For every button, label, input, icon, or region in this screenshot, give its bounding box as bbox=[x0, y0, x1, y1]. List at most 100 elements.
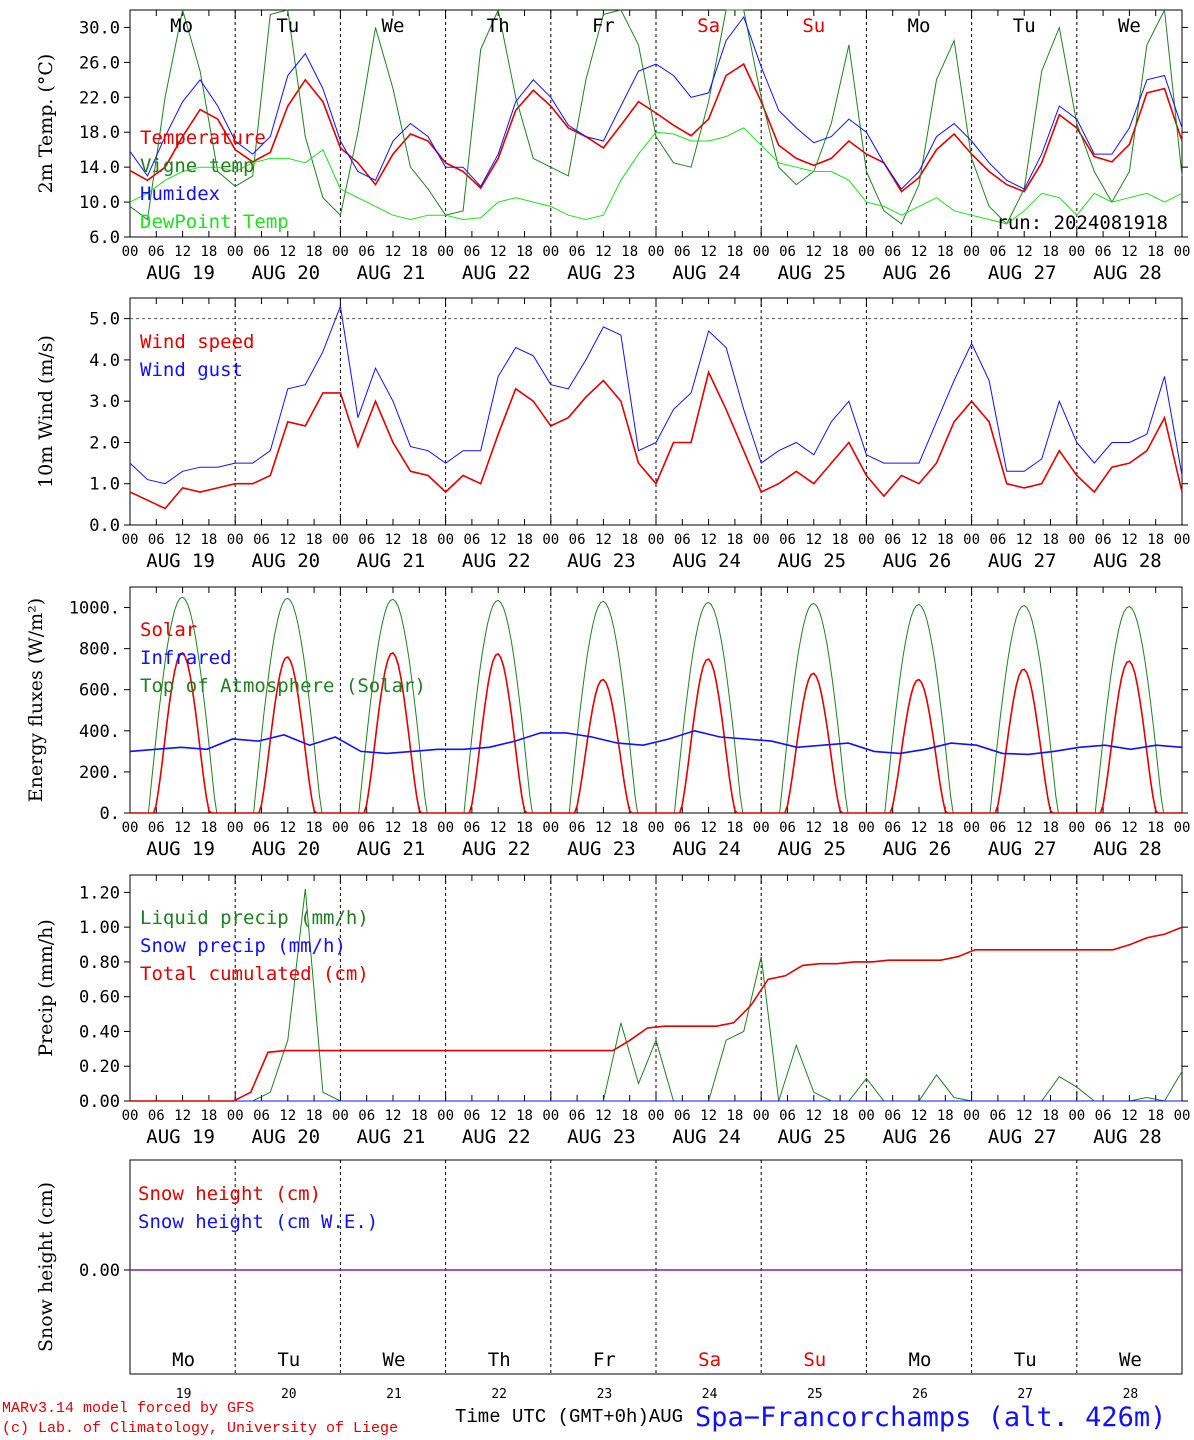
day-number-label: 21 bbox=[386, 1387, 402, 1402]
hour-tick-label: 06 bbox=[779, 532, 796, 548]
y-tick-label: 1.20 bbox=[79, 883, 120, 903]
weekday-label: We bbox=[1118, 15, 1141, 37]
hour-tick-label: 18 bbox=[1147, 244, 1164, 260]
hour-tick-label: 18 bbox=[516, 1108, 533, 1124]
y-tick-label: 0.20 bbox=[79, 1057, 120, 1077]
hour-tick-label: 12 bbox=[700, 1108, 717, 1124]
series-line-wind-speed bbox=[129, 369, 1183, 510]
hour-tick-label: 18 bbox=[1042, 1108, 1059, 1124]
date-label: AUG 19 bbox=[146, 838, 215, 860]
hour-tick-label: 18 bbox=[411, 532, 428, 548]
hour-tick-label: 12 bbox=[1016, 820, 1033, 836]
y-tick-label: 5.0 bbox=[89, 310, 120, 330]
hour-tick-label: 00 bbox=[753, 244, 770, 260]
hour-tick-label: 00 bbox=[332, 1108, 349, 1124]
hour-tick-label: 18 bbox=[411, 1108, 428, 1124]
hour-tick-label: 06 bbox=[569, 820, 586, 836]
hour-tick-label: 00 bbox=[437, 532, 454, 548]
hour-tick-label: 06 bbox=[674, 532, 691, 548]
hour-tick-label: 12 bbox=[385, 820, 402, 836]
hour-tick-label: 18 bbox=[726, 1108, 743, 1124]
weekday-label: Fr bbox=[593, 1349, 616, 1371]
hour-tick-label: 06 bbox=[674, 820, 691, 836]
day-number-label: 22 bbox=[491, 1387, 507, 1402]
hour-tick-label: 06 bbox=[674, 1108, 691, 1124]
legend-entry: Snow height (cm) bbox=[138, 1183, 321, 1205]
hour-tick-label: 00 bbox=[227, 244, 244, 260]
hour-tick-label: 06 bbox=[569, 532, 586, 548]
hour-tick-label: 06 bbox=[358, 820, 375, 836]
hour-tick-label: 18 bbox=[200, 820, 217, 836]
hour-tick-label: 00 bbox=[858, 1108, 875, 1124]
date-label: AUG 20 bbox=[251, 1126, 320, 1148]
y-tick-label: 1000. bbox=[69, 599, 120, 619]
date-label: AUG 25 bbox=[777, 262, 846, 284]
hour-tick-label: 00 bbox=[753, 820, 770, 836]
hour-tick-label: 18 bbox=[832, 820, 849, 836]
hour-tick-label: 18 bbox=[726, 244, 743, 260]
hour-tick-label: 06 bbox=[569, 1108, 586, 1124]
solar-curve bbox=[656, 658, 762, 814]
hour-tick-label: 00 bbox=[1174, 532, 1191, 548]
station-name: Spa−Francorchamps (alt. 426m) bbox=[695, 1402, 1167, 1433]
date-label: AUG 19 bbox=[146, 262, 215, 284]
y-tick-label: 1.00 bbox=[79, 918, 120, 938]
solar-curve bbox=[761, 672, 867, 814]
weekday-label: Mo bbox=[908, 15, 931, 37]
day-number-label: 26 bbox=[912, 1387, 928, 1402]
hour-tick-label: 18 bbox=[1147, 1108, 1164, 1124]
y-axis-title: 10m Wind (m/s) bbox=[35, 335, 57, 488]
y-tick-label: 800. bbox=[79, 640, 120, 660]
hour-tick-label: 06 bbox=[989, 820, 1006, 836]
hour-tick-label: 06 bbox=[463, 1108, 480, 1124]
date-label: AUG 23 bbox=[567, 262, 636, 284]
hour-tick-label: 06 bbox=[358, 532, 375, 548]
legend-entry: Infrared bbox=[140, 647, 232, 669]
hour-tick-label: 18 bbox=[516, 820, 533, 836]
day-number-label: 19 bbox=[176, 1387, 192, 1402]
date-label: AUG 27 bbox=[988, 838, 1057, 860]
date-label: AUG 27 bbox=[988, 1126, 1057, 1148]
weekday-label: We bbox=[1119, 1349, 1142, 1371]
series-line-temperature bbox=[129, 62, 1183, 193]
day-number-label: 23 bbox=[597, 1387, 613, 1402]
toa-solar-curve bbox=[340, 598, 446, 814]
solar-curve bbox=[340, 651, 446, 814]
hour-tick-label: 00 bbox=[648, 532, 665, 548]
hour-tick-label: 12 bbox=[700, 244, 717, 260]
y-tick-label: 2.0 bbox=[89, 433, 120, 453]
weekday-label: Mo bbox=[909, 1349, 932, 1371]
hour-tick-label: 00 bbox=[858, 532, 875, 548]
y-tick-label: 30.0 bbox=[79, 18, 120, 38]
y-tick-label: 600. bbox=[79, 681, 120, 701]
hour-tick-label: 12 bbox=[385, 532, 402, 548]
hour-tick-label: 06 bbox=[989, 532, 1006, 548]
hour-tick-label: 06 bbox=[1095, 1108, 1112, 1124]
toa-solar-curve bbox=[866, 603, 972, 814]
legend-entry: Wind gust bbox=[140, 359, 243, 381]
hour-tick-label: 06 bbox=[884, 1108, 901, 1124]
hour-tick-label: 12 bbox=[595, 532, 612, 548]
hour-tick-label: 12 bbox=[174, 820, 191, 836]
hour-tick-label: 18 bbox=[306, 244, 323, 260]
hour-tick-label: 00 bbox=[1068, 244, 1085, 260]
date-label: AUG 22 bbox=[462, 550, 531, 572]
hour-tick-label: 00 bbox=[542, 1108, 559, 1124]
hour-tick-label: 06 bbox=[779, 820, 796, 836]
hour-tick-label: 12 bbox=[1121, 1108, 1138, 1124]
hour-tick-label: 06 bbox=[253, 244, 270, 260]
hour-tick-label: 00 bbox=[332, 532, 349, 548]
hour-tick-label: 06 bbox=[253, 1108, 270, 1124]
weekday-label: Mo bbox=[170, 15, 193, 37]
hour-tick-label: 18 bbox=[937, 820, 954, 836]
hour-tick-label: 18 bbox=[937, 1108, 954, 1124]
solar-curve bbox=[866, 678, 972, 814]
date-label: AUG 26 bbox=[883, 262, 952, 284]
hour-tick-label: 06 bbox=[884, 820, 901, 836]
hour-tick-label: 06 bbox=[148, 1108, 165, 1124]
hour-tick-label: 12 bbox=[385, 244, 402, 260]
hour-tick-label: 00 bbox=[1068, 532, 1085, 548]
y-tick-label: 200. bbox=[79, 763, 120, 783]
toa-solar-curve bbox=[971, 604, 1077, 814]
hour-tick-label: 00 bbox=[1174, 244, 1191, 260]
